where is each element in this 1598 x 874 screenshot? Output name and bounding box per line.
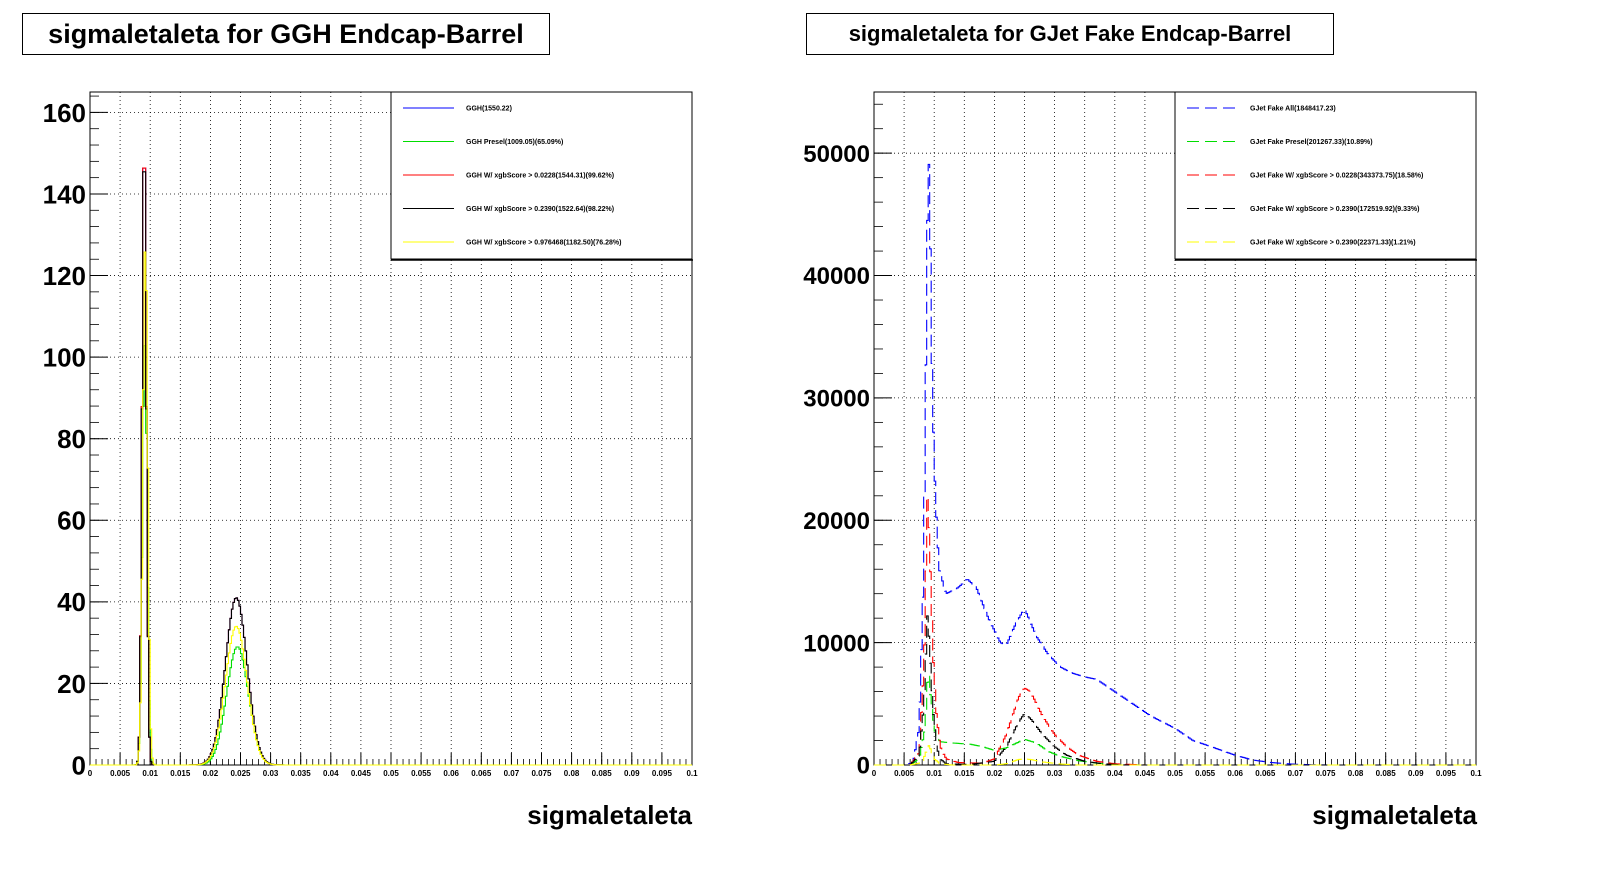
x-tick-label: 0.08 — [564, 769, 580, 778]
x-tick-label: 0.08 — [1348, 769, 1364, 778]
series-line-4 — [874, 615, 1476, 766]
y-tick-label: 100 — [43, 342, 86, 372]
x-tick-label: 0.065 — [471, 769, 492, 778]
x-tick-label: 0.035 — [1075, 769, 1096, 778]
legend: GGH(1550.22) GGH Presel(1009.05)(65.09%) G… — [390, 91, 693, 261]
legend: GJet Fake All(1848417.23) GJet Fake Prese… — [1174, 91, 1477, 261]
x-tick-label: 0.015 — [954, 769, 975, 778]
legend-entry: GGH W/ xgbScore > 0.0228(1544.31)(99.62%… — [466, 173, 614, 180]
x-tick-label: 0.035 — [291, 769, 312, 778]
x-tick-label: 0.1 — [686, 769, 698, 778]
x-tick-label: 0.005 — [894, 769, 915, 778]
y-tick-label: 0 — [72, 750, 86, 780]
x-axis-title: sigmaletaleta — [1312, 800, 1477, 830]
x-tick-label: 0.075 — [1315, 769, 1336, 778]
x-tick-label: 0.07 — [504, 769, 520, 778]
legend-entry: GJet Fake W/ xgbScore > 0.0228(343373.75… — [1250, 173, 1423, 180]
x-tick-label: 0.07 — [1288, 769, 1304, 778]
x-tick-label: 0.045 — [351, 769, 372, 778]
legend-entry: GGH W/ xgbScore > 0.2390(1522.64)(98.22%… — [466, 206, 614, 213]
y-tick-label: 50000 — [803, 141, 870, 168]
x-tick-label: 0.025 — [230, 769, 251, 778]
y-tick-label: 0 — [857, 753, 870, 780]
y-tick-label: 20 — [57, 669, 86, 699]
legend-entry: GGH Presel(1009.05)(65.09%) — [466, 139, 563, 146]
x-tick-label: 0.085 — [592, 769, 613, 778]
legend-entry: GJet Fake W/ xgbScore > 0.2390(22371.33)… — [1250, 240, 1416, 247]
x-tick-label: 0.01 — [142, 769, 158, 778]
y-tick-label: 140 — [43, 179, 86, 209]
x-tick-label: 0 — [88, 769, 93, 778]
y-tick-label: 10000 — [803, 630, 870, 657]
legend-entry: GGH W/ xgbScore > 0.976468(1182.50)(76.2… — [466, 240, 621, 247]
axis-ticks — [89, 95, 693, 766]
legend-entry: GJet Fake Presel(201267.33)(10.89%) — [1250, 139, 1373, 146]
y-tick-label: 160 — [43, 98, 86, 128]
series-line-5 — [90, 251, 692, 766]
x-tick-label: 0.09 — [1408, 769, 1424, 778]
y-tick-label: 60 — [57, 506, 86, 536]
x-tick-label: 0.03 — [1047, 769, 1063, 778]
legend-entry: GJet Fake All(1848417.23) — [1250, 106, 1336, 113]
x-tick-label: 0.065 — [1255, 769, 1276, 778]
x-tick-label: 0.045 — [1135, 769, 1156, 778]
y-tick-label: 40 — [57, 587, 86, 617]
x-tick-label: 0.095 — [1436, 769, 1457, 778]
x-tick-label: 0.025 — [1014, 769, 1035, 778]
x-tick-label: 0.02 — [987, 769, 1003, 778]
series-line-3 — [874, 496, 1476, 766]
series-line-1 — [874, 163, 1476, 766]
x-tick-label: 0.055 — [411, 769, 432, 778]
x-tick-label: 0.01 — [926, 769, 942, 778]
x-tick-label: 0.09 — [624, 769, 640, 778]
x-axis-title: sigmaletaleta — [527, 800, 692, 830]
x-tick-label: 0.05 — [1167, 769, 1183, 778]
x-tick-label: 0.015 — [170, 769, 191, 778]
y-tick-label: 20000 — [803, 508, 870, 535]
x-tick-label: 0.085 — [1376, 769, 1397, 778]
axis-ticks — [873, 103, 1477, 766]
legend-entry: GJet Fake W/ xgbScore > 0.2390(172519.92… — [1250, 206, 1419, 213]
chart-title: sigmaletaleta for GJet Fake Endcap-Barre… — [806, 13, 1334, 55]
series-line-5 — [874, 745, 1476, 766]
x-tick-label: 0.055 — [1195, 769, 1216, 778]
x-tick-label: 0.075 — [531, 769, 552, 778]
chart-title: sigmaletaleta for GGH Endcap-Barrel — [22, 13, 550, 55]
x-tick-label: 0.1 — [1470, 769, 1482, 778]
y-tick-label: 80 — [57, 424, 86, 454]
x-tick-label: 0 — [872, 769, 877, 778]
y-tick-label: 40000 — [803, 263, 870, 290]
gjet-chart-svg: 0 0.005 0.01 0.015 0.02 0.025 0.03 0.035 0.04 0.0… — [803, 91, 1482, 780]
x-tick-label: 0.04 — [1107, 769, 1123, 778]
x-tick-label: 0.06 — [1227, 769, 1243, 778]
legend-entry: GGH(1550.22) — [466, 106, 512, 113]
series-line-2 — [874, 675, 1476, 766]
x-tick-label: 0.095 — [652, 769, 673, 778]
x-tick-label: 0.02 — [203, 769, 219, 778]
y-tick-label: 120 — [43, 261, 86, 291]
x-tick-label: 0.05 — [383, 769, 399, 778]
ggh-chart-panel: sigmaletaleta for GGH Endcap-Barrel 0 0.0… — [22, 13, 698, 830]
gjet-chart-panel: sigmaletaleta for GJet Fake Endcap-Barre… — [799, 0, 1598, 874]
y-tick-label: 30000 — [803, 386, 870, 413]
x-tick-label: 0.06 — [443, 769, 459, 778]
x-tick-label: 0.005 — [110, 769, 131, 778]
ggh-chart-svg: 0 0.005 0.01 0.015 0.02 0.025 0.03 0.035 0.04 0.0… — [43, 91, 698, 780]
x-tick-label: 0.04 — [323, 769, 339, 778]
x-tick-label: 0.03 — [263, 769, 279, 778]
